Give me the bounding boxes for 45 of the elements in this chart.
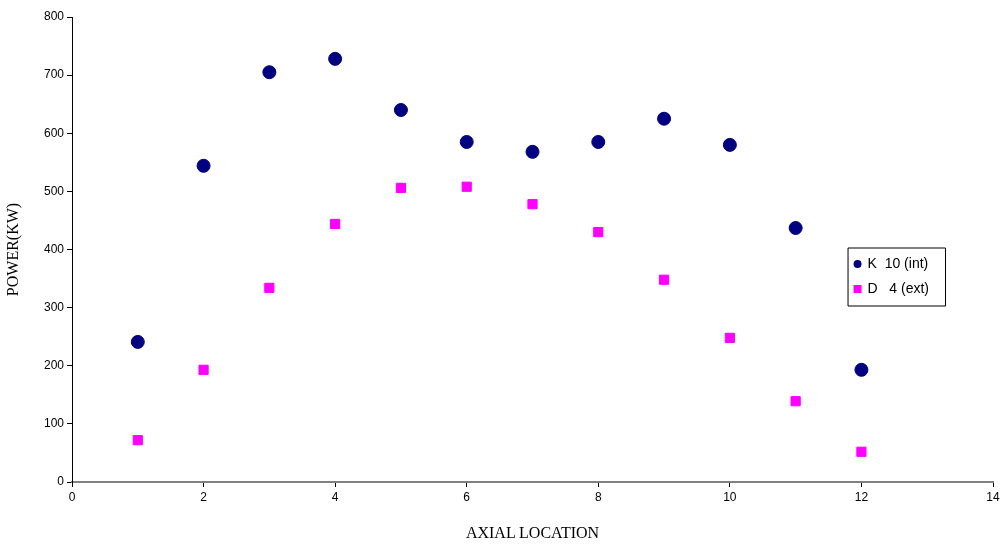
x-tick-label: 2 (200, 489, 208, 504)
point (130, 334, 145, 349)
y-tick-label: 800 (43, 9, 65, 24)
x-tick-label: 10 (723, 489, 737, 504)
y-tick-label: 300 (43, 299, 65, 314)
point (132, 435, 143, 446)
point (722, 137, 737, 152)
point (262, 65, 277, 80)
legend-label: D 4 (ext) (867, 279, 930, 296)
point (657, 111, 672, 126)
point (328, 51, 343, 66)
point (593, 226, 604, 238)
point (788, 220, 803, 235)
x-tick-label: 4 (331, 489, 339, 504)
y-tick-label: 0 (57, 474, 65, 489)
point (393, 103, 408, 117)
x-tick-label: 12 (854, 489, 869, 504)
point (459, 134, 474, 149)
x-axis-title: AXIAL LOCATION (465, 523, 600, 541)
point (525, 144, 540, 159)
y-tick-label: 600 (43, 125, 65, 140)
x-tick-label: 8 (594, 489, 602, 504)
point (196, 158, 211, 173)
point (591, 134, 606, 149)
point (198, 364, 209, 375)
y-tick-label: 400 (43, 241, 65, 256)
y-tick-label: 100 (43, 416, 65, 431)
point (527, 199, 538, 210)
point (461, 181, 472, 192)
x-tick-label: 6 (463, 489, 471, 504)
y-tick-label: 700 (43, 67, 65, 82)
point (854, 362, 869, 377)
y-tick-label: 500 (43, 183, 65, 198)
point (658, 274, 670, 285)
legend-label: K 10 (int) (867, 254, 929, 271)
y-axis-title: POWER(KW) (3, 202, 22, 297)
point (724, 332, 735, 343)
point (264, 282, 275, 293)
x-tick-label: 14 (986, 489, 1000, 504)
point (395, 182, 407, 193)
point (790, 396, 801, 407)
x-tick-label: 0 (68, 489, 76, 504)
point (856, 446, 867, 457)
point (330, 218, 341, 230)
y-tick-label: 200 (43, 358, 65, 373)
